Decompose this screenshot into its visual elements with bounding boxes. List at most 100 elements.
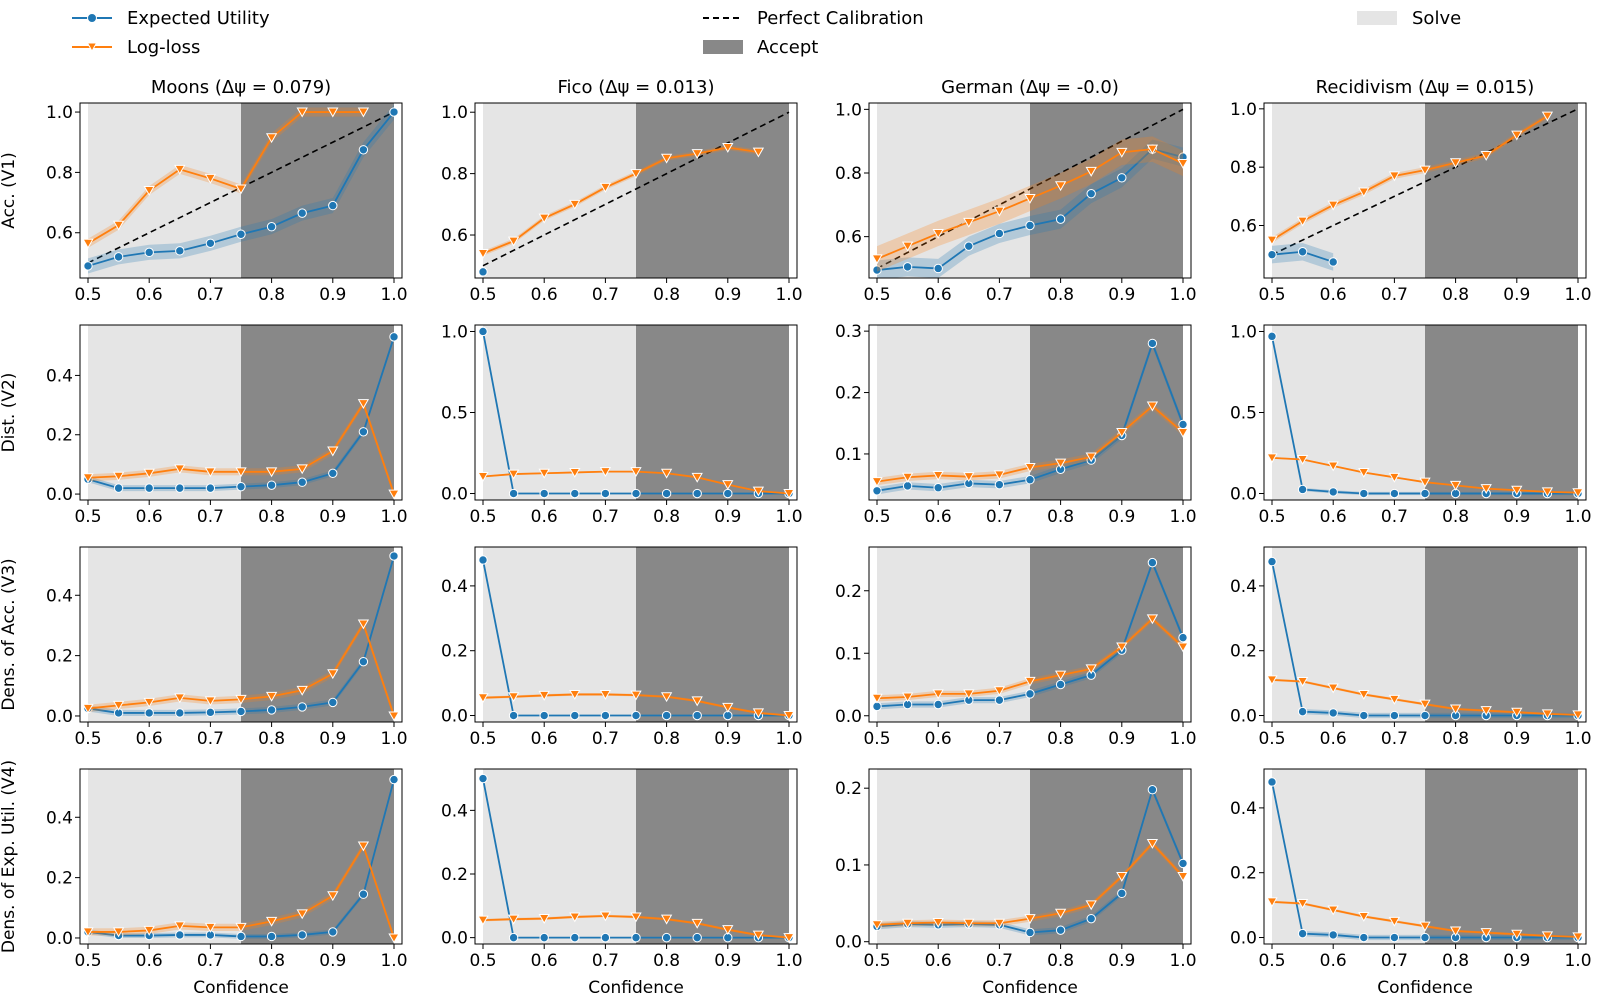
x-tick-label: 0.7 (986, 951, 1013, 971)
data-point-ll (1419, 477, 1431, 488)
data-point-ll (204, 173, 217, 184)
data-point-eu (1328, 487, 1338, 497)
y-tick-label: 0.2 (441, 642, 468, 662)
panel-r4-c1: 0.5 0.6 0.7 0.8 0.9 1.0 0.0 0.2 0.4 (46, 768, 408, 971)
data-point-ll (722, 702, 734, 713)
data-point-eu (358, 889, 369, 899)
x-tick-label: 0.8 (1442, 285, 1469, 305)
data-point-eu (266, 705, 277, 715)
x-tick-label: 1.0 (380, 285, 407, 305)
legend-entry-perfect-calibration: Perfect Calibration (703, 8, 924, 29)
data-point-eu (872, 486, 882, 496)
data-point-eu (1297, 706, 1308, 717)
x-tick-label: 0.6 (925, 951, 952, 971)
legend-entry-solve: Solve (1357, 8, 1461, 29)
data-point-ll (143, 925, 155, 936)
data-point-ll (1358, 689, 1370, 700)
y-tick-label: 0.1 (835, 445, 862, 465)
data-point-eu (1420, 488, 1430, 499)
data-point-ll (357, 399, 370, 410)
y-tick-label: 0.6 (441, 226, 468, 246)
panel-frame (1263, 546, 1587, 723)
data-point-eu (1328, 708, 1338, 718)
data-point-eu (692, 488, 702, 499)
data-point-ll (1388, 694, 1401, 705)
x-tick-label: 0.6 (531, 951, 558, 971)
data-point-eu (692, 932, 702, 943)
solve-region (483, 103, 636, 278)
data-point-eu (631, 710, 641, 721)
data-point-ll (1024, 193, 1036, 204)
data-point-ll (901, 241, 914, 252)
data-point-eu (964, 241, 974, 251)
data-point-eu (389, 551, 399, 561)
data-point-eu (358, 656, 369, 667)
panel-frame (1263, 768, 1587, 945)
data-point-eu (236, 481, 246, 492)
data-point-eu (661, 932, 672, 943)
x-tick-label: 0.6 (925, 285, 952, 305)
x-tick-label: 0.7 (197, 507, 224, 527)
data-point-eu (266, 222, 277, 232)
data-point-eu (1359, 710, 1369, 721)
data-point-ll (538, 213, 550, 224)
data-point-eu (236, 706, 246, 717)
data-point-ll (871, 920, 883, 931)
data-point-eu (994, 479, 1005, 490)
data-point-ll (1054, 458, 1067, 469)
data-point-eu (1025, 927, 1035, 938)
panel-frame (79, 102, 403, 279)
data-point-ll (752, 930, 765, 941)
data-point-eu (994, 228, 1005, 239)
panel-r2-c3: 0.5 0.6 0.7 0.8 0.9 1.0 0.1 0.2 0.3 (835, 322, 1197, 527)
data-point-ll (1419, 921, 1431, 932)
data-point-ll (204, 696, 217, 707)
panel-frame (868, 546, 1192, 723)
x-tick-label: 0.7 (197, 729, 224, 749)
data-point-ll (265, 467, 278, 478)
data-point-ll (691, 696, 703, 707)
legend-triangle-marker (86, 42, 98, 53)
plot-area (1266, 108, 1579, 271)
y-tick-label: 0.2 (46, 869, 73, 889)
data-point-ll (1541, 709, 1554, 720)
data-point-eu (175, 708, 185, 718)
x-tick-label: 0.6 (1320, 285, 1347, 305)
data-point-eu (570, 488, 580, 499)
legend-label: Solve (1412, 8, 1461, 29)
data-point-eu (872, 265, 882, 275)
data-point-ll (1296, 216, 1309, 227)
data-point-ll (993, 686, 1006, 697)
data-point-ll (1541, 931, 1554, 942)
data-point-eu (266, 931, 277, 942)
data-point-ll (477, 472, 489, 482)
data-point-ll (932, 918, 944, 928)
data-point-ll (963, 689, 975, 700)
data-point-eu (297, 477, 307, 487)
x-axis-label: Confidence (193, 978, 289, 998)
data-point-eu (236, 229, 246, 239)
x-tick-label: 0.9 (1503, 729, 1530, 749)
panel-title: Recidivism (Δψ = 0.015) (1316, 77, 1535, 98)
data-point-ll (1480, 928, 1492, 939)
x-tick-label: 0.8 (653, 729, 680, 749)
data-point-ll (82, 927, 94, 938)
x-tick-label: 0.5 (863, 729, 890, 749)
x-tick-label: 0.5 (1258, 507, 1285, 527)
accept-region (241, 103, 394, 278)
data-point-ll (1024, 914, 1036, 925)
data-point-ll (204, 922, 217, 933)
x-tick-label: 0.9 (714, 507, 741, 527)
data-point-ll (357, 619, 370, 630)
data-point-ll (1266, 675, 1278, 686)
data-point-ll (1358, 467, 1370, 478)
x-tick-label: 0.7 (986, 507, 1013, 527)
data-point-ll (1146, 401, 1159, 412)
data-point-eu (83, 261, 93, 271)
data-point-ll (1572, 488, 1584, 499)
data-point-eu (1389, 488, 1400, 499)
y-tick-label: 0.2 (1230, 864, 1257, 884)
data-point-ll (235, 694, 247, 705)
data-point-ll (82, 473, 94, 484)
